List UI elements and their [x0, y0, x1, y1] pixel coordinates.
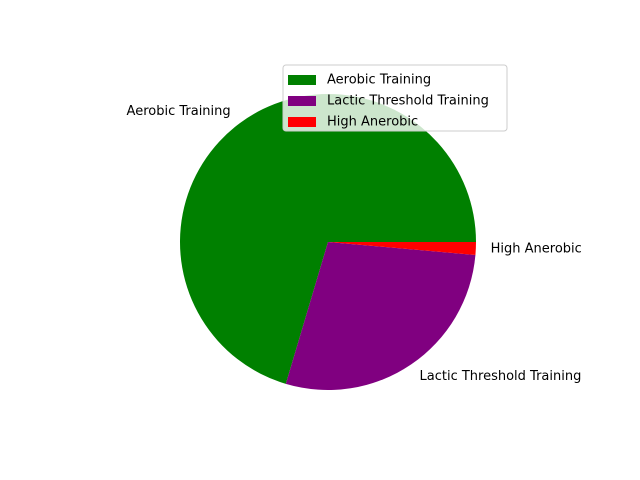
pie-slice-aerobic-training [180, 94, 476, 384]
pie-slice-lactic-threshold-training [285, 242, 476, 391]
pie-slices [180, 94, 476, 391]
legend-label-high-anerobic: High Anerobic [327, 115, 418, 130]
legend: Aerobic Training Lactic Threshold Trainin… [282, 64, 508, 132]
legend-swatch-lactic-threshold-training [288, 96, 316, 106]
legend-label-lactic-threshold-training: Lactic Threshold Training [327, 94, 489, 109]
slice-label-aerobic-training: Aerobic Training [127, 104, 231, 119]
slice-label-lactic-threshold-training: Lactic Threshold Training [420, 369, 582, 384]
legend-swatch-high-anerobic [288, 117, 316, 127]
slice-label-high-anerobic: High Anerobic [491, 242, 582, 257]
legend-box [282, 64, 508, 132]
pie-slice-high-anerobic [328, 242, 476, 256]
pie-slice-labels: Aerobic Training Lactic Threshold Trainin… [127, 104, 582, 384]
legend-swatch-aerobic-training [288, 75, 316, 85]
legend-label-aerobic-training: Aerobic Training [327, 73, 431, 88]
